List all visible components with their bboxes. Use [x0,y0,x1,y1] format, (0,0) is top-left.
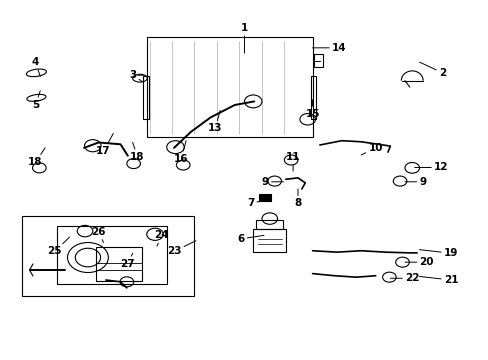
Text: 9: 9 [404,177,426,187]
Text: 3: 3 [129,69,142,82]
Text: 23: 23 [166,241,196,256]
Text: 22: 22 [389,273,419,283]
Text: 27: 27 [120,253,135,269]
Text: 7: 7 [246,198,268,208]
Text: 15: 15 [305,100,319,119]
Text: 10: 10 [361,143,382,155]
Text: 25: 25 [47,237,69,256]
Bar [147,37,312,137]
Text: 17: 17 [96,134,113,157]
Bar [313,54,322,67]
Text: 6: 6 [237,234,264,244]
Bar [96,247,142,281]
Bar [310,76,316,119]
Text: 21: 21 [419,275,457,285]
Text: 18: 18 [130,143,144,162]
Text: 1: 1 [241,23,247,53]
Text: 9: 9 [261,177,283,187]
Text: 26: 26 [91,227,106,243]
Bar [57,226,166,284]
Text: 16: 16 [174,141,188,163]
Bar [256,220,283,229]
Text: 2: 2 [419,62,446,78]
Text: 14: 14 [312,43,346,53]
Text: 11: 11 [285,152,300,171]
Bar [143,76,149,119]
Text: 4: 4 [32,57,40,76]
Text: 20: 20 [404,257,433,267]
Text: 24: 24 [154,230,169,246]
Text: 5: 5 [32,91,40,110]
Text: 18: 18 [28,148,45,167]
Text: 8: 8 [294,189,301,208]
Bar [253,229,286,252]
Text: 19: 19 [419,248,457,258]
Text: 12: 12 [414,162,447,172]
Bar [259,194,270,201]
Bar [22,216,194,296]
Text: 13: 13 [208,111,222,133]
